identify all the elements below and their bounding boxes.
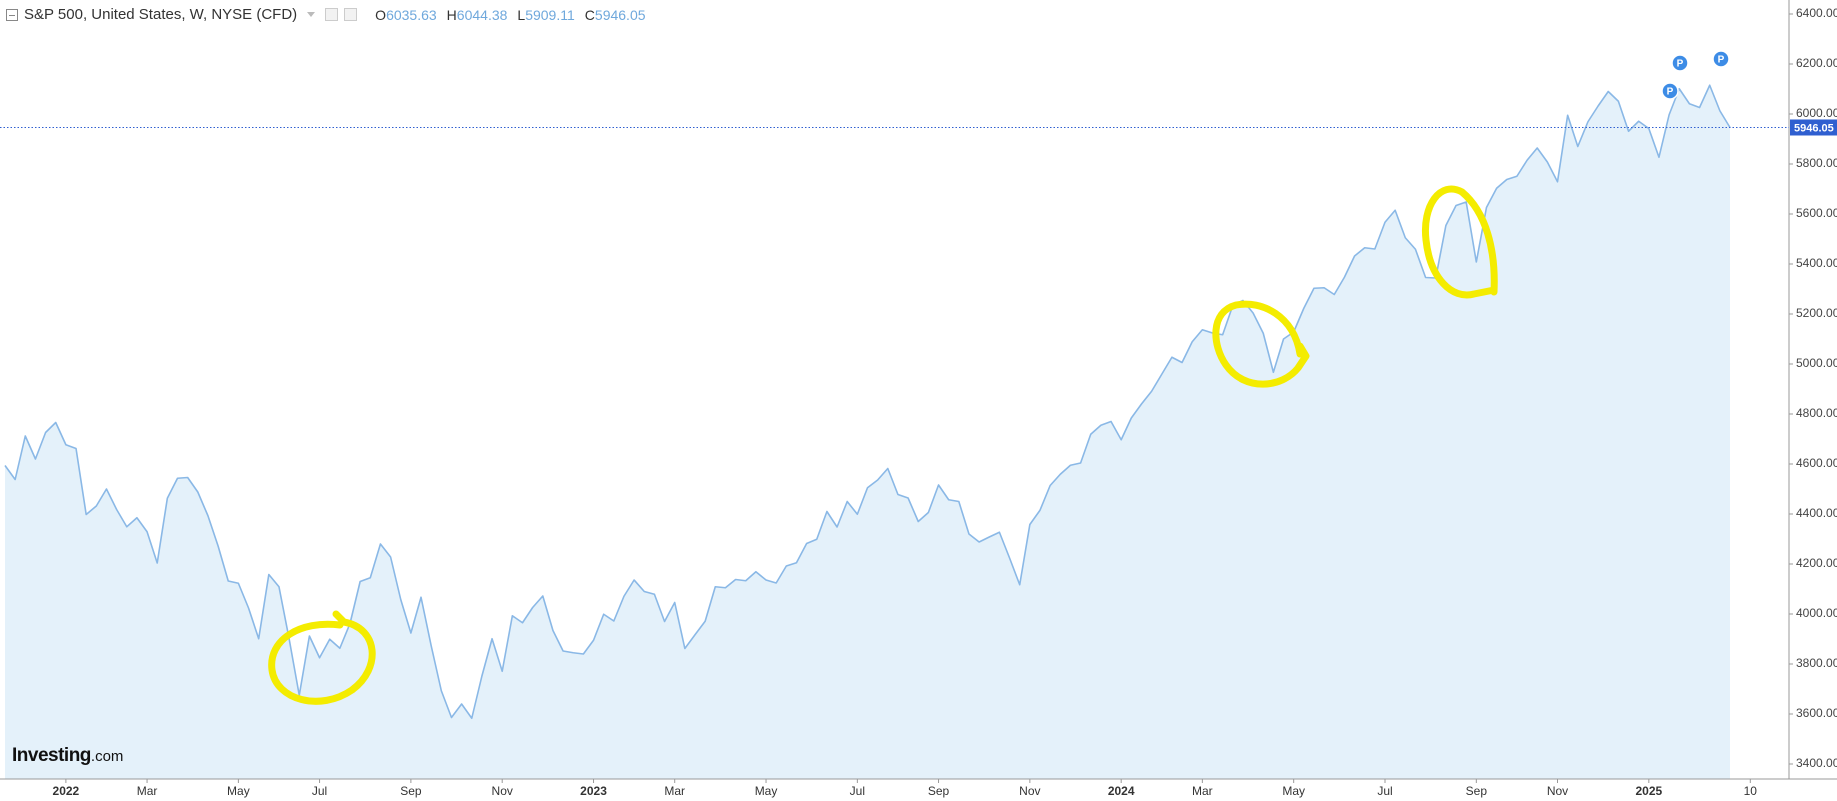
- y-tick-label: 6400.00: [1796, 6, 1837, 20]
- y-tick-label: 5600.00: [1796, 206, 1837, 220]
- y-tick-label: 6000.00: [1796, 106, 1837, 120]
- event-marker-label: P: [1667, 87, 1674, 98]
- ohlc-label: L: [517, 6, 526, 23]
- y-tick-label: 5800.00: [1796, 156, 1837, 170]
- area-fill: [5, 85, 1730, 779]
- y-tick-label: 5200.00: [1796, 306, 1837, 320]
- y-tick-label: 4400.00: [1796, 506, 1837, 520]
- watermark-suffix: .com: [90, 748, 124, 765]
- x-tick-label: Sep: [1466, 784, 1488, 798]
- x-tick-label: Jul: [850, 784, 865, 798]
- dropdown-icon[interactable]: [307, 12, 316, 17]
- plot-area: [4, 84, 1731, 779]
- ohlc-label: O: [375, 6, 387, 23]
- x-tick-label: Mar: [1192, 784, 1213, 798]
- legend-header: S&P 500, United States, W, NYSE (CFD) O6…: [6, 6, 646, 23]
- x-tick-label: 2024: [1108, 784, 1135, 798]
- event-marker-label: P: [1677, 59, 1684, 70]
- x-tick-label: 10: [1744, 784, 1758, 798]
- ohlc-item: O6035.63: [375, 7, 437, 23]
- x-tick-label: Jul: [312, 784, 327, 798]
- event-marker: [1661, 82, 1679, 100]
- event-marker: [1712, 50, 1730, 68]
- y-tick-label: 6200.00: [1796, 56, 1837, 70]
- ohlc-label: H: [446, 6, 457, 23]
- y-tick-label: 3600.00: [1796, 706, 1837, 720]
- x-tick-label: Nov: [1547, 784, 1568, 798]
- x-tick-label: Jul: [1377, 784, 1392, 798]
- y-tick-label: 4600.00: [1796, 456, 1837, 470]
- highlight-circle: [1421, 185, 1498, 299]
- ohlc-value: 5909.11: [525, 6, 575, 23]
- x-tick-label: Sep: [928, 784, 950, 798]
- y-tick-label: 5000.00: [1796, 356, 1837, 370]
- x-tick-label: 2025: [1635, 784, 1662, 798]
- event-marker: [1671, 54, 1689, 72]
- y-tick-label: 4800.00: [1796, 406, 1837, 420]
- last-price-box: [1790, 119, 1837, 136]
- x-tick-label: 2022: [53, 784, 80, 798]
- y-tick-label: 3800.00: [1796, 656, 1837, 670]
- x-tick-label: 2023: [580, 784, 607, 798]
- event-marker-label: P: [1718, 55, 1725, 66]
- x-tick-label: Nov: [492, 784, 513, 798]
- settings-icon[interactable]: [325, 8, 339, 21]
- price-line: [4, 84, 1731, 720]
- y-tick-label: 5400.00: [1796, 256, 1837, 270]
- collapse-icon[interactable]: [6, 8, 18, 21]
- hide-icon[interactable]: [344, 8, 358, 21]
- y-tick-label: 3400.00: [1796, 756, 1837, 770]
- watermark-brand: Investing: [12, 745, 91, 766]
- ohlc-item: H6044.38: [447, 7, 508, 23]
- x-tick-label: May: [755, 784, 778, 798]
- x-tick-label: Mar: [137, 784, 158, 798]
- ohlc-label: C: [584, 6, 595, 23]
- watermark: Investing.com: [12, 745, 123, 767]
- ohlc-value: 5946.05: [594, 6, 646, 23]
- ohlc-item: C5946.05: [585, 7, 646, 23]
- highlight-annotations: [268, 185, 1498, 705]
- ohlc-item: L5909.11: [517, 7, 574, 23]
- ohlc-value: 6035.63: [386, 6, 437, 23]
- highlight-circle: [1212, 300, 1310, 388]
- x-tick-label: Nov: [1019, 784, 1040, 798]
- y-tick-label: 4200.00: [1796, 556, 1837, 570]
- highlight-circle: [268, 610, 376, 705]
- last-price-label: 5946.05: [1794, 122, 1834, 134]
- x-tick-label: May: [227, 784, 250, 798]
- ohlc-values: O6035.63 H6044.38 L5909.11 C5946.05: [375, 7, 645, 23]
- x-tick-label: Sep: [400, 784, 422, 798]
- x-tick-label: Mar: [664, 784, 685, 798]
- ohlc-value: 6044.38: [456, 6, 508, 23]
- chart-title: S&P 500, United States, W, NYSE (CFD): [24, 6, 298, 23]
- y-tick-label: 4000.00: [1796, 606, 1837, 620]
- x-tick-label: May: [1282, 784, 1305, 798]
